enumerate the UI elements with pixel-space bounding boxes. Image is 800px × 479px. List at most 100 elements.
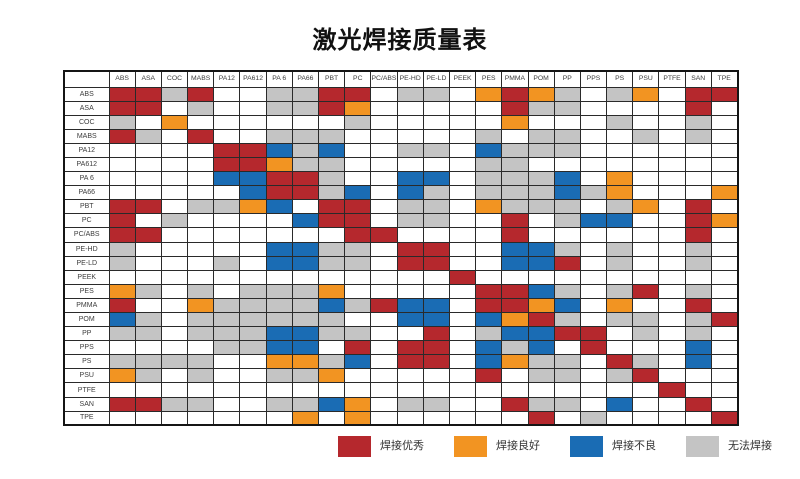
matrix-cell (134, 368, 162, 384)
matrix-cell (658, 171, 686, 187)
matrix-cell (396, 326, 424, 342)
matrix-cell (317, 171, 346, 187)
matrix-cell (213, 382, 241, 398)
matrix-cell (344, 354, 372, 370)
matrix-cell (606, 368, 634, 384)
matrix-cell (370, 86, 398, 102)
matrix-cell (160, 354, 189, 370)
matrix-cell (291, 185, 320, 201)
matrix-cell (606, 86, 634, 102)
matrix-cell (632, 297, 660, 314)
matrix-cell (239, 199, 267, 215)
matrix-cell (475, 100, 503, 116)
matrix-cell (213, 255, 241, 271)
matrix-cell (710, 368, 739, 384)
matrix-cell (632, 382, 660, 398)
matrix-cell (396, 114, 424, 130)
row-header: PPS (63, 340, 110, 356)
table-row: PEEK (63, 269, 739, 285)
matrix-cell (187, 100, 215, 116)
column-header: PC/ABS (370, 70, 398, 88)
matrix-cell (475, 410, 503, 426)
legend-label: 无法焊接 (728, 440, 772, 452)
matrix-cell (475, 156, 503, 173)
matrix-cell (658, 241, 686, 257)
matrix-cell (475, 241, 503, 257)
matrix-cell (370, 382, 398, 398)
matrix-cell (684, 255, 712, 271)
matrix-cell (396, 241, 424, 257)
matrix-cell (317, 185, 346, 201)
matrix-cell (579, 255, 608, 271)
matrix-cell (187, 171, 215, 187)
matrix-cell (448, 283, 477, 299)
matrix-cell (108, 354, 136, 370)
matrix-cell (684, 142, 712, 158)
matrix-cell (422, 185, 450, 201)
matrix-cell (291, 86, 320, 102)
matrix-cell (108, 326, 136, 342)
matrix-cell (213, 241, 241, 257)
matrix-cell (632, 368, 660, 384)
matrix-cell (475, 354, 503, 370)
matrix-cell (265, 114, 293, 130)
matrix-cell (213, 171, 241, 187)
matrix-cell (370, 297, 398, 314)
matrix-cell (606, 297, 634, 314)
matrix-cell (475, 326, 503, 342)
matrix-cell (501, 156, 529, 173)
column-header: PE-HD (396, 70, 424, 88)
matrix-cell (187, 269, 215, 285)
matrix-cell (684, 171, 712, 187)
matrix-cell (213, 199, 241, 215)
matrix-cell (422, 283, 450, 299)
matrix-cell (265, 311, 293, 328)
matrix-cell (344, 410, 372, 426)
table-row: PA66 (63, 185, 739, 201)
matrix-cell (239, 100, 267, 116)
matrix-cell (370, 340, 398, 356)
matrix-cell (527, 382, 555, 398)
matrix-cell (422, 100, 450, 116)
matrix-cell (658, 269, 686, 285)
matrix-cell (265, 396, 293, 412)
matrix-cell (370, 227, 398, 243)
matrix-cell (632, 255, 660, 271)
matrix-cell (710, 142, 739, 158)
matrix-cell (317, 255, 346, 271)
matrix-cell (579, 128, 608, 144)
matrix-cell (422, 213, 450, 229)
matrix-cell (134, 213, 162, 229)
matrix-cell (160, 156, 189, 173)
matrix-cell (370, 114, 398, 130)
row-header: POM (63, 311, 110, 328)
matrix-cell (579, 269, 608, 285)
matrix-cell (344, 269, 372, 285)
table-row: PP (63, 326, 739, 342)
legend-item-poor: 焊接不良 (570, 436, 656, 457)
matrix-cell (553, 297, 581, 314)
matrix-cell (187, 283, 215, 299)
matrix-cell (501, 142, 529, 158)
matrix-cell (475, 255, 503, 271)
matrix-cell (344, 283, 372, 299)
matrix-cell (710, 227, 739, 243)
matrix-cell (448, 142, 477, 158)
matrix-cell (422, 311, 450, 328)
column-header: PC (344, 70, 372, 88)
matrix-cell (370, 368, 398, 384)
table-row: PA12 (63, 142, 739, 158)
matrix-cell (265, 171, 293, 187)
matrix-cell (710, 156, 739, 173)
matrix-cell (108, 199, 136, 215)
matrix-cell (396, 396, 424, 412)
matrix-cell (501, 185, 529, 201)
matrix-cell (475, 171, 503, 187)
matrix-cell (108, 269, 136, 285)
matrix-cell (160, 269, 189, 285)
matrix-cell (632, 199, 660, 215)
matrix-cell (553, 227, 581, 243)
matrix-cell (213, 297, 241, 314)
matrix-cell (475, 340, 503, 356)
matrix-cell (396, 382, 424, 398)
